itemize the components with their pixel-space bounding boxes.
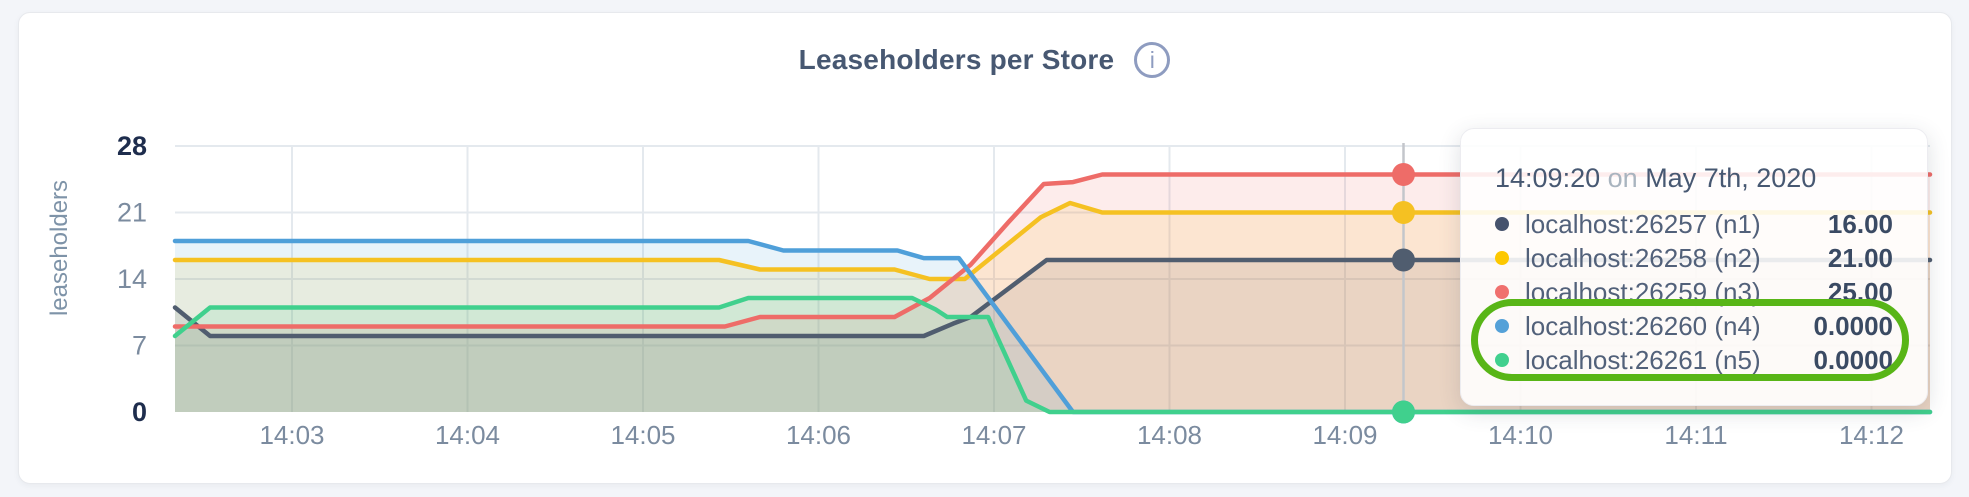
series-dot-icon [1495,217,1509,231]
tooltip-time: 14:09:20 [1495,163,1601,193]
hover-tooltip: 14:09:20 on May 7th, 2020 localhost:2625… [1460,128,1928,406]
series-label: localhost:26258 (n2) [1525,242,1761,273]
x-tick-label: 14:10 [1488,420,1553,450]
x-tick-label: 14:05 [610,420,675,450]
series-label: localhost:26261 (n5) [1525,344,1761,375]
x-tick-label: 14:09 [1312,420,1377,450]
x-tick-label: 14:04 [435,420,500,450]
hover-dot [1392,163,1415,186]
tooltip-row: localhost:26260 (n4) 0.0000 [1495,309,1893,343]
series-dot-icon [1495,285,1509,299]
series-dot-icon [1495,319,1509,333]
y-tick-label: 0 [132,397,147,427]
x-tick-label: 14:12 [1839,420,1904,450]
hover-dot [1392,400,1415,424]
series-label: localhost:26259 (n3) [1525,276,1761,307]
y-tick-label: 14 [117,264,147,294]
tooltip-connector: on [1607,163,1638,193]
series-label: localhost:26260 (n4) [1525,310,1761,341]
series-value: 21.00 [1827,242,1893,273]
chart-title: Leaseholders per Store [798,44,1115,75]
info-icon-glyph: i [1149,46,1155,73]
y-tick-label: 7 [132,331,147,361]
x-tick-label: 14:07 [961,420,1026,450]
x-tick-label: 14:11 [1664,420,1727,450]
series-value: 0.0000 [1813,344,1893,375]
x-tick-label: 14:08 [1137,420,1202,450]
series-line [172,200,1933,282]
x-tick-label: 14:03 [259,420,324,450]
series-label: localhost:26257 (n1) [1525,208,1761,239]
tooltip-row: localhost:26261 (n5) 0.0000 [1495,343,1893,377]
tooltip-row: localhost:26257 (n1) 16.00 [1495,207,1893,241]
series-dot-icon [1495,251,1509,265]
x-tick-label: 14:06 [786,420,851,450]
series-area [175,241,1930,412]
series-line [172,238,1933,415]
series-line [172,172,1933,329]
series-value: 0.0000 [1813,310,1893,341]
tooltip-row: localhost:26259 (n3) 25.00 [1495,275,1893,309]
hover-dot [1392,201,1415,224]
tooltip-row: localhost:26258 (n2) 21.00 [1495,241,1893,275]
series-line [172,295,1933,415]
series-dot-icon [1495,353,1509,367]
tooltip-rows: localhost:26257 (n1) 16.00 localhost:26258… [1495,207,1893,377]
hover-dot [1392,248,1415,272]
y-tick-label: 21 [117,198,147,228]
series-line [172,257,1933,339]
chart-header: Leaseholders per Store i [0,42,1969,78]
series-value: 25.00 [1827,276,1893,307]
tooltip-date: May 7th, 2020 [1645,163,1817,193]
tooltip-header: 14:09:20 on May 7th, 2020 [1495,163,1893,193]
series-value: 16.00 [1827,208,1893,239]
y-tick-label: 28 [117,131,147,161]
info-icon[interactable]: i [1134,42,1171,78]
